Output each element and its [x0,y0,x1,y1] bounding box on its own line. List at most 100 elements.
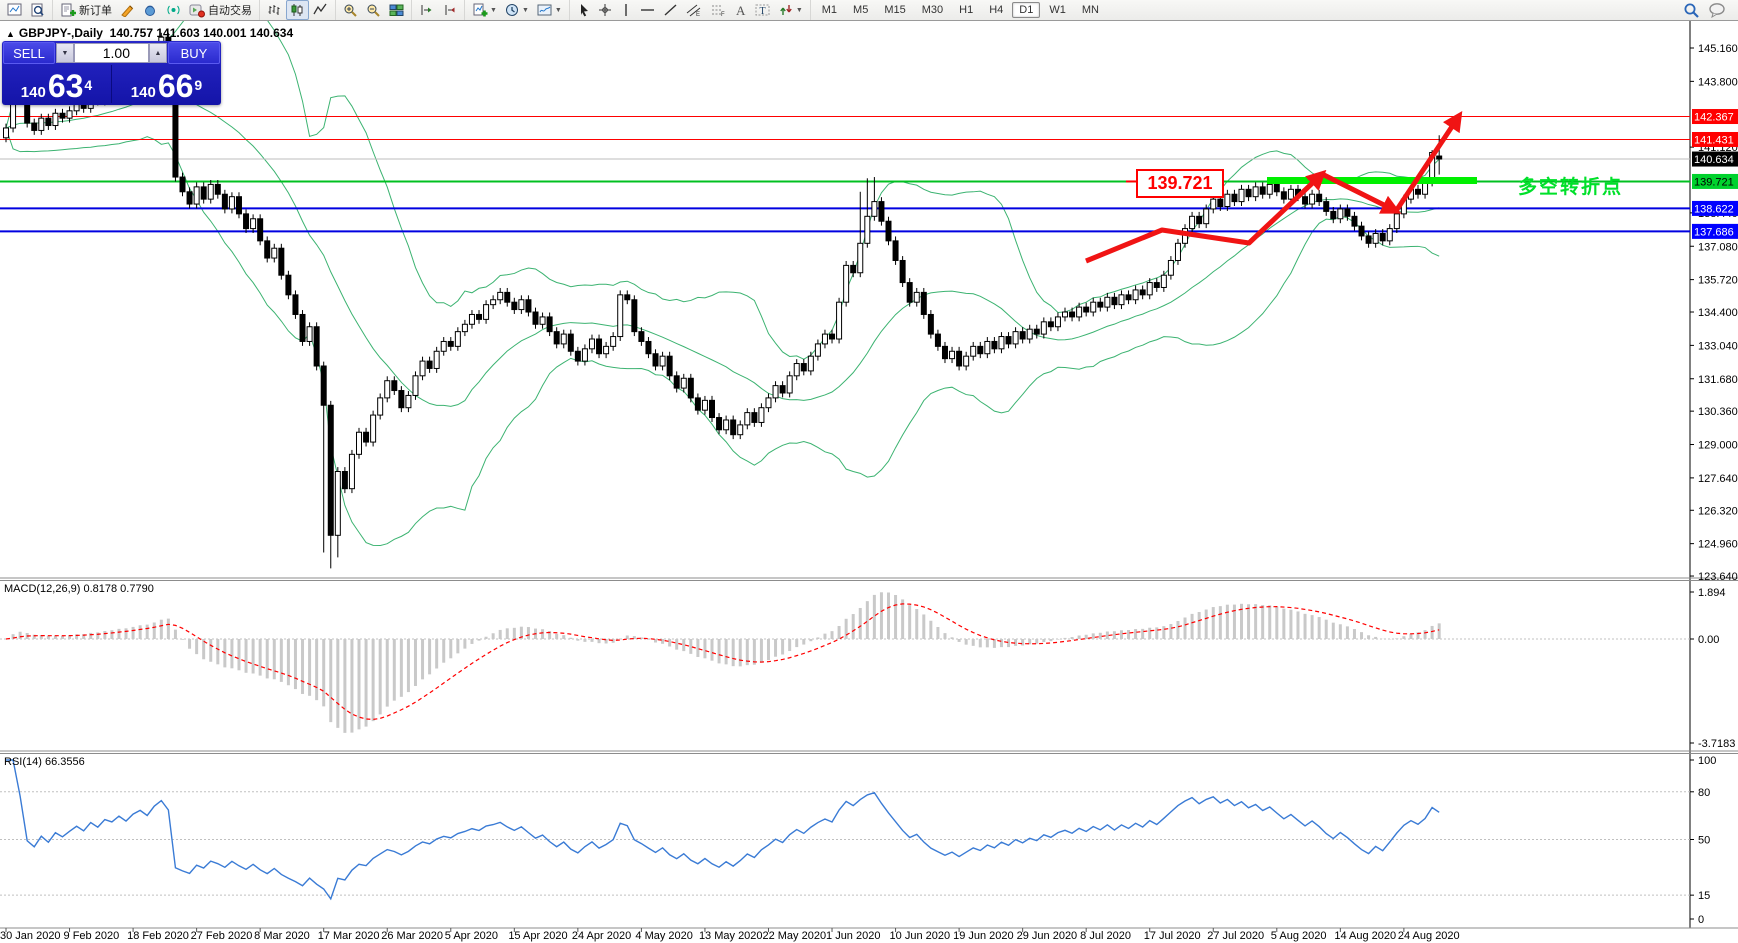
text-icon[interactable]: A [730,0,751,20]
metaeditor-icon[interactable] [116,0,139,20]
date-tick: 4 May 2020 [635,930,692,942]
chat-icon[interactable] [1704,0,1730,20]
trend-arrow-2[interactable] [1320,171,1402,214]
volume-input[interactable]: 1.00 [74,43,149,63]
volume-decrease-button[interactable]: ▼ [56,43,74,63]
line-chart-icon[interactable] [309,0,332,20]
indicators-icon[interactable]: ▼ [468,0,501,20]
buy-price-figure: 140 [130,84,156,101]
rsi-indicator-label: RSI(14) 66.3556 [4,756,85,768]
svg-text:140.634: 140.634 [1694,154,1734,166]
autotrading-icon[interactable]: 自动交易 [185,0,256,20]
date-tick: 15 Apr 2020 [508,930,567,942]
axis-label-138.622 [1692,200,1738,216]
market-watch-icon[interactable] [139,0,162,20]
green-highlight-bar[interactable] [1267,177,1477,184]
timeframe-group: M1 M5 M15 M30 H1 H4 D1 W1 MN [809,0,1110,20]
axis-label-139.721 [1692,173,1738,189]
timeframe-H1[interactable]: H1 [959,4,974,16]
buy-price[interactable]: 140 66 9 [112,65,221,103]
horizontal-line-icon[interactable] [636,0,659,20]
symbol-label: GBPJPY-,Daily [18,26,103,40]
date-tick: 24 Aug 2020 [1398,930,1460,942]
date-tick: 18 Feb 2020 [127,930,189,942]
signals-icon[interactable] [162,0,185,20]
tile-windows-icon[interactable] [385,0,408,20]
charts-icon[interactable] [3,0,26,20]
bb-lower [5,127,1440,547]
zoom-out-icon[interactable] [362,0,385,20]
axis-label-140.634 [1692,151,1738,167]
date-tick: 8 Mar 2020 [254,930,310,942]
price-tick: 145.160 [1698,43,1738,55]
sell-price[interactable]: 140 63 4 [2,65,112,103]
svg-text:142.367: 142.367 [1694,112,1734,124]
date-tick: 27 Feb 2020 [191,930,253,942]
bar-chart-icon[interactable] [263,0,286,20]
chart-shift-icon[interactable] [438,0,461,20]
zoom-in-icon[interactable] [339,0,362,20]
templates-icon[interactable]: ▼ [533,0,566,20]
channel-icon[interactable]: E [682,0,706,20]
cursor-icon[interactable] [573,0,594,20]
svg-text:137.686: 137.686 [1694,226,1734,238]
timeframe-MN[interactable]: MN [1081,4,1099,16]
annotation-cn-note[interactable]: 多空转折点 [1518,177,1624,198]
trend-arrow-1[interactable] [1085,169,1327,264]
print-preview-icon[interactable] [26,0,49,20]
price-tick: 129.000 [1698,440,1738,452]
svg-text:T: T [759,6,765,17]
timeframe-D1[interactable]: D1 [1012,2,1041,18]
arrows-icon[interactable]: ▼ [775,0,807,20]
svg-text:139.721: 139.721 [1694,176,1734,188]
timeframe-M15[interactable]: M15 [884,4,906,16]
rsi-axis-label: 100 [1698,755,1716,767]
timeframe-M30[interactable]: M30 [921,4,944,16]
date-tick: 19 Jun 2020 [953,930,1014,942]
macd-histogram [11,592,1441,733]
trend-arrow-3[interactable] [1393,110,1463,213]
date-tick: 13 May 2020 [699,930,763,942]
fibonacci-icon[interactable]: F [706,0,730,20]
date-tick: 30 Jan 2020 [0,930,61,942]
buy-button[interactable]: BUY [168,42,220,64]
volume-increase-button[interactable]: ▲ [149,43,167,63]
timeframe-M1[interactable]: M1 [821,4,838,16]
svg-text:141.431: 141.431 [1694,134,1734,146]
date-tick: 14 Aug 2020 [1334,930,1396,942]
svg-text:F: F [721,12,725,17]
new-order-icon[interactable]: 新订单 [56,0,116,20]
sell-price-figure: 140 [20,84,46,101]
rsi-line [6,759,1440,901]
rsi-axis-label: 15 [1698,890,1710,902]
timeframe-W1[interactable]: W1 [1049,4,1066,16]
rsi-axis-label: 80 [1698,787,1710,799]
collapse-icon[interactable]: ▲ [6,29,15,39]
vertical-line-icon[interactable] [616,0,636,20]
rsi-axis-label: 50 [1698,835,1710,847]
price-tick: 133.040 [1698,340,1738,352]
date-tick: 17 Mar 2020 [318,930,380,942]
price-callout-139721[interactable]: 139.721 [1136,169,1224,198]
sell-button[interactable]: SELL [3,42,55,64]
price-tick: 124.960 [1698,539,1738,551]
text-label-icon[interactable]: T [751,0,775,20]
trendline-icon[interactable] [659,0,682,20]
timeframe-H4[interactable]: H4 [989,4,1004,16]
periods-icon[interactable]: ▼ [501,0,533,20]
crosshair-icon[interactable] [594,0,616,20]
search-icon[interactable] [1679,0,1704,20]
timeframe-M5[interactable]: M5 [853,4,869,16]
svg-text:A: A [736,3,746,17]
axis-label-142.367 [1692,109,1738,125]
date-tick: 24 Apr 2020 [572,930,631,942]
new-order-label: 新订单 [79,5,112,17]
dropdown-arrow-icon: ▼ [521,6,529,14]
date-tick: 26 Mar 2020 [381,930,443,942]
price-tick: 135.720 [1698,275,1738,287]
candlestick-icon[interactable] [286,0,309,20]
auto-scroll-icon[interactable] [415,0,438,20]
date-tick: 10 Jun 2020 [890,930,951,942]
date-tick: 5 Apr 2020 [445,930,498,942]
